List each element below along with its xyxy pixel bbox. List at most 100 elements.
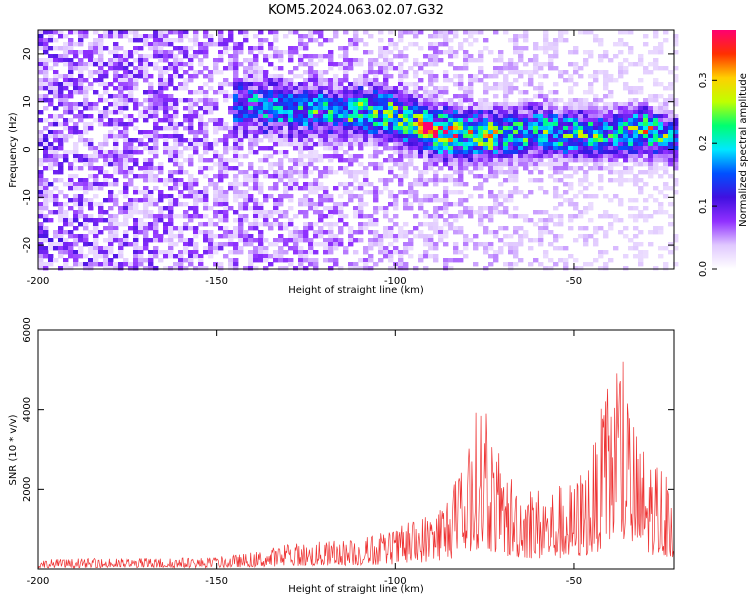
spectrogram-cell xyxy=(158,74,164,79)
spectrogram-cell xyxy=(383,78,389,83)
spectrogram-cell xyxy=(563,122,569,127)
spectrogram-cell xyxy=(153,98,159,103)
spectrogram-cell xyxy=(333,114,339,119)
spectrogram-cell xyxy=(68,242,74,247)
spectrogram-cell xyxy=(663,186,669,191)
spectrogram-cell xyxy=(488,110,494,115)
spectrogram-cell xyxy=(368,90,374,95)
spectrogram-cell xyxy=(568,166,574,171)
spectrogram-cell xyxy=(608,114,614,119)
spectrogram-cell xyxy=(418,230,424,235)
spectrogram-cell xyxy=(373,114,379,119)
spectrogram-cell xyxy=(643,198,649,203)
spectrogram-cell xyxy=(473,154,479,159)
spectrogram-cell xyxy=(173,134,179,139)
spectrogram-cell xyxy=(513,70,519,75)
spectrogram-cell xyxy=(98,154,104,159)
spectrogram-cell xyxy=(118,110,124,115)
spectrogram-cell xyxy=(588,206,594,211)
spectrogram-cell xyxy=(353,154,359,159)
spectrogram-cell xyxy=(393,146,399,151)
spectrogram-cell xyxy=(133,86,139,91)
spectrogram-cell xyxy=(623,114,629,119)
spectrogram-cell xyxy=(478,58,484,63)
spectrogram-cell xyxy=(588,134,594,139)
spectrogram-cell xyxy=(418,126,424,131)
spectrogram-cell xyxy=(88,54,94,59)
spectrogram-cell xyxy=(103,226,109,231)
spectrogram-cell xyxy=(128,86,134,91)
spectrogram-cell xyxy=(223,66,229,71)
spectrogram-cell xyxy=(293,182,299,187)
spectrogram-cell xyxy=(283,142,289,147)
spectrogram-cell xyxy=(578,166,584,171)
spectrogram-cell xyxy=(433,62,439,67)
spectrogram-cell xyxy=(333,142,339,147)
spectrogram-cell xyxy=(548,218,554,223)
spectrogram-cell xyxy=(198,50,204,55)
spectrogram-cell xyxy=(463,62,469,67)
spectrogram-cell xyxy=(328,266,334,271)
spectrogram-cell xyxy=(203,266,209,271)
spectrogram-cell xyxy=(133,146,139,151)
spectrogram-cell xyxy=(303,202,309,207)
spectrogram-cell xyxy=(288,234,294,239)
spectrogram-cell xyxy=(503,198,509,203)
spectrogram-cell xyxy=(458,150,464,155)
spectrogram-cell xyxy=(448,130,454,135)
spectrogram-cell xyxy=(78,166,84,171)
spectrogram-cell xyxy=(138,54,144,59)
spectrogram-cell xyxy=(38,118,44,123)
spectrogram-cell xyxy=(473,262,479,267)
spectrogram-cell xyxy=(558,114,564,119)
spectrogram-cell xyxy=(428,110,434,115)
spectrogram-cell xyxy=(148,114,154,119)
spectrogram-cell xyxy=(228,110,234,115)
spectrogram-cell xyxy=(503,78,509,83)
spectrogram-cell xyxy=(198,166,204,171)
spectrogram-cell xyxy=(283,34,289,39)
spectrogram-cell xyxy=(228,46,234,51)
spectrogram-cell xyxy=(283,150,289,155)
spectrogram-cell xyxy=(508,190,514,195)
spectrogram-cell xyxy=(218,198,224,203)
spectrogram-cell xyxy=(358,138,364,143)
spectrogram-cell xyxy=(163,182,169,187)
spectrogram-cell xyxy=(248,198,254,203)
spectrogram-cell xyxy=(458,198,464,203)
spectrogram-cell xyxy=(303,186,309,191)
spectrogram-cell xyxy=(148,254,154,259)
spectrogram-cell xyxy=(93,30,99,35)
spectrogram-cell xyxy=(263,254,269,259)
spectrogram-cell xyxy=(263,102,269,107)
spectrogram-cell xyxy=(313,154,319,159)
spectrogram-cell xyxy=(203,246,209,251)
spectrogram-cell xyxy=(303,94,309,99)
spectrogram-cell xyxy=(68,94,74,99)
spectrogram-cell xyxy=(433,142,439,147)
spectrogram-cell xyxy=(448,142,454,147)
spectrogram-cell xyxy=(338,238,344,243)
spectrogram-cell xyxy=(288,50,294,55)
spectrogram-cell xyxy=(163,106,169,111)
spectrogram-cell xyxy=(298,262,304,267)
spectrogram-cell xyxy=(438,214,444,219)
spectrogram-cell xyxy=(78,66,84,71)
spectrogram-cell xyxy=(578,142,584,147)
spectrogram-cell xyxy=(433,230,439,235)
spectrogram-cell xyxy=(598,266,604,271)
spectrogram-cell xyxy=(533,114,539,119)
spectrogram-cell xyxy=(203,222,209,227)
spectrogram-cell xyxy=(418,138,424,143)
spectrogram-cell xyxy=(243,122,249,127)
spectrogram-cell xyxy=(593,146,599,151)
spectrogram-cell xyxy=(623,254,629,259)
spectrogram-cell xyxy=(213,194,219,199)
spectrogram-cell xyxy=(283,266,289,271)
spectrogram-cell xyxy=(363,226,369,231)
spectrogram-cell xyxy=(343,182,349,187)
spectrogram-cell xyxy=(333,186,339,191)
spectrogram-cell xyxy=(468,30,474,35)
spectrogram-cell xyxy=(428,162,434,167)
spectrogram-cell xyxy=(148,262,154,267)
